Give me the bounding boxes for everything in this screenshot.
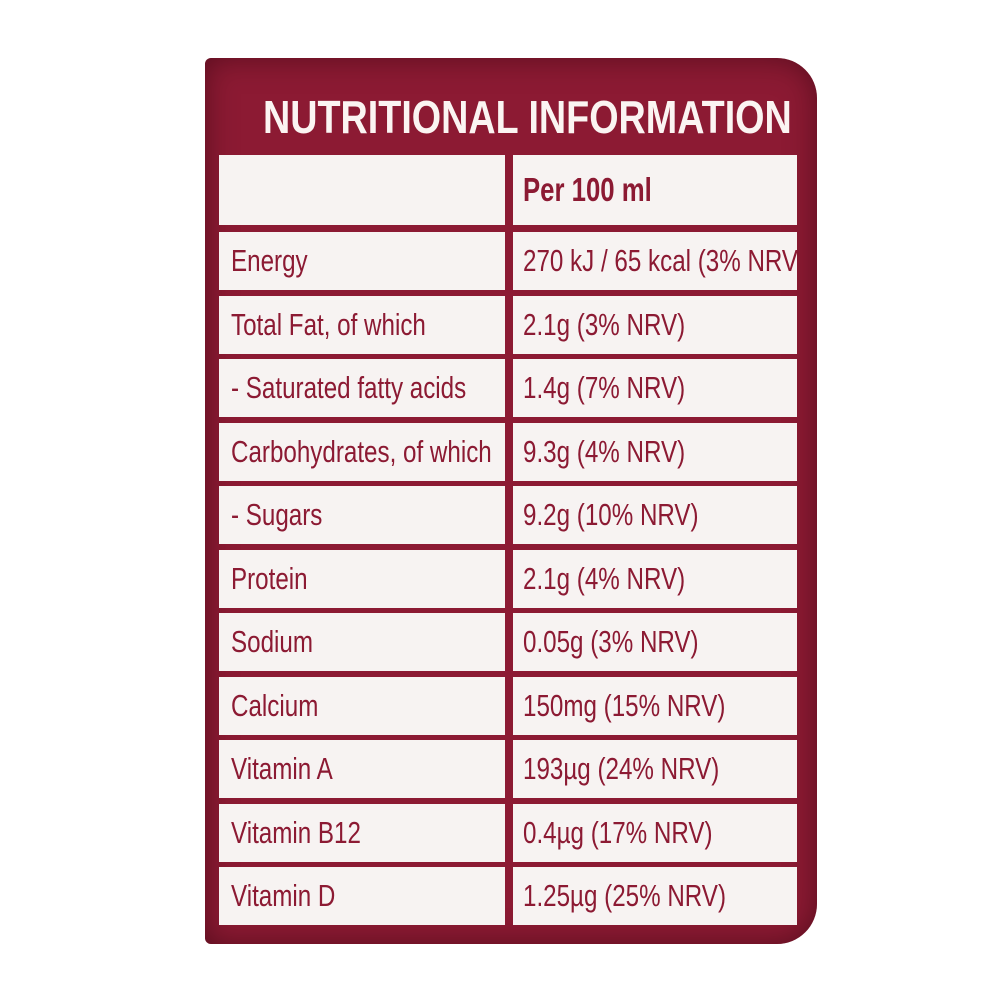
table-row: Vitamin D 1.25µg (25% NRV) [219, 867, 803, 925]
nutrient-value-cell: 0.05g (3% NRV) [513, 613, 797, 671]
nutrient-name-cell: - Saturated fatty acids [219, 359, 505, 417]
table-row: - Saturated fatty acids 1.4g (7% NRV) [219, 359, 803, 417]
nutrient-value-cell: 9.3g (4% NRV) [513, 422, 797, 481]
nutrient-value-cell: 270 kJ / 65 kcal (3% NRV) [513, 232, 797, 290]
table-row: Vitamin A 193µg (24% NRV) [219, 740, 803, 798]
nutrient-value-cell: 2.1g (4% NRV) [513, 549, 797, 608]
table-row: Total Fat, of which 2.1g (3% NRV) [219, 295, 803, 354]
nutrient-value-cell: 150mg (15% NRV) [513, 676, 797, 735]
nutrient-name-cell: Energy [219, 232, 505, 290]
table-row: Carbohydrates, of which 9.3g (4% NRV) [219, 422, 803, 481]
nutrient-name-cell: Calcium [219, 676, 505, 735]
nutrient-value-cell: 1.4g (7% NRV) [513, 359, 797, 417]
table-row: Sodium 0.05g (3% NRV) [219, 613, 803, 671]
table-row: Energy 270 kJ / 65 kcal (3% NRV) [219, 232, 803, 290]
nutrition-label: NUTRITIONAL INFORMATION Per 100 ml Energ… [205, 58, 817, 944]
nutrient-value-cell: 1.25µg (25% NRV) [513, 867, 797, 925]
nutrient-name-cell: Vitamin D [219, 867, 505, 925]
nutrient-name-cell: Vitamin A [219, 740, 505, 798]
nutrient-value-cell: 2.1g (3% NRV) [513, 295, 797, 354]
nutrition-table: Per 100 ml Energy 270 kJ / 65 kcal (3% NR… [219, 155, 803, 931]
nutrient-value-cell: 9.2g (10% NRV) [513, 486, 797, 544]
column-header: Per 100 ml [513, 155, 797, 225]
nutrient-name-cell: - Sugars [219, 486, 505, 544]
nutrient-value-cell: 0.4µg (17% NRV) [513, 803, 797, 862]
nutrient-name-cell: Sodium [219, 613, 505, 671]
table-row: Calcium 150mg (15% NRV) [219, 676, 803, 735]
table-header-row: Per 100 ml [219, 155, 803, 225]
nutrient-name-cell: Total Fat, of which [219, 295, 505, 354]
header-empty-cell [219, 155, 505, 225]
nutrient-name-cell: Protein [219, 549, 505, 608]
table-row: Vitamin B12 0.4µg (17% NRV) [219, 803, 803, 862]
nutrient-name-cell: Carbohydrates, of which [219, 422, 505, 481]
table-row: Protein 2.1g (4% NRV) [219, 549, 803, 608]
nutrient-name-cell: Vitamin B12 [219, 803, 505, 862]
table-row: - Sugars 9.2g (10% NRV) [219, 486, 803, 544]
label-title: NUTRITIONAL INFORMATION [263, 91, 792, 143]
nutrient-value-cell: 193µg (24% NRV) [513, 740, 797, 798]
